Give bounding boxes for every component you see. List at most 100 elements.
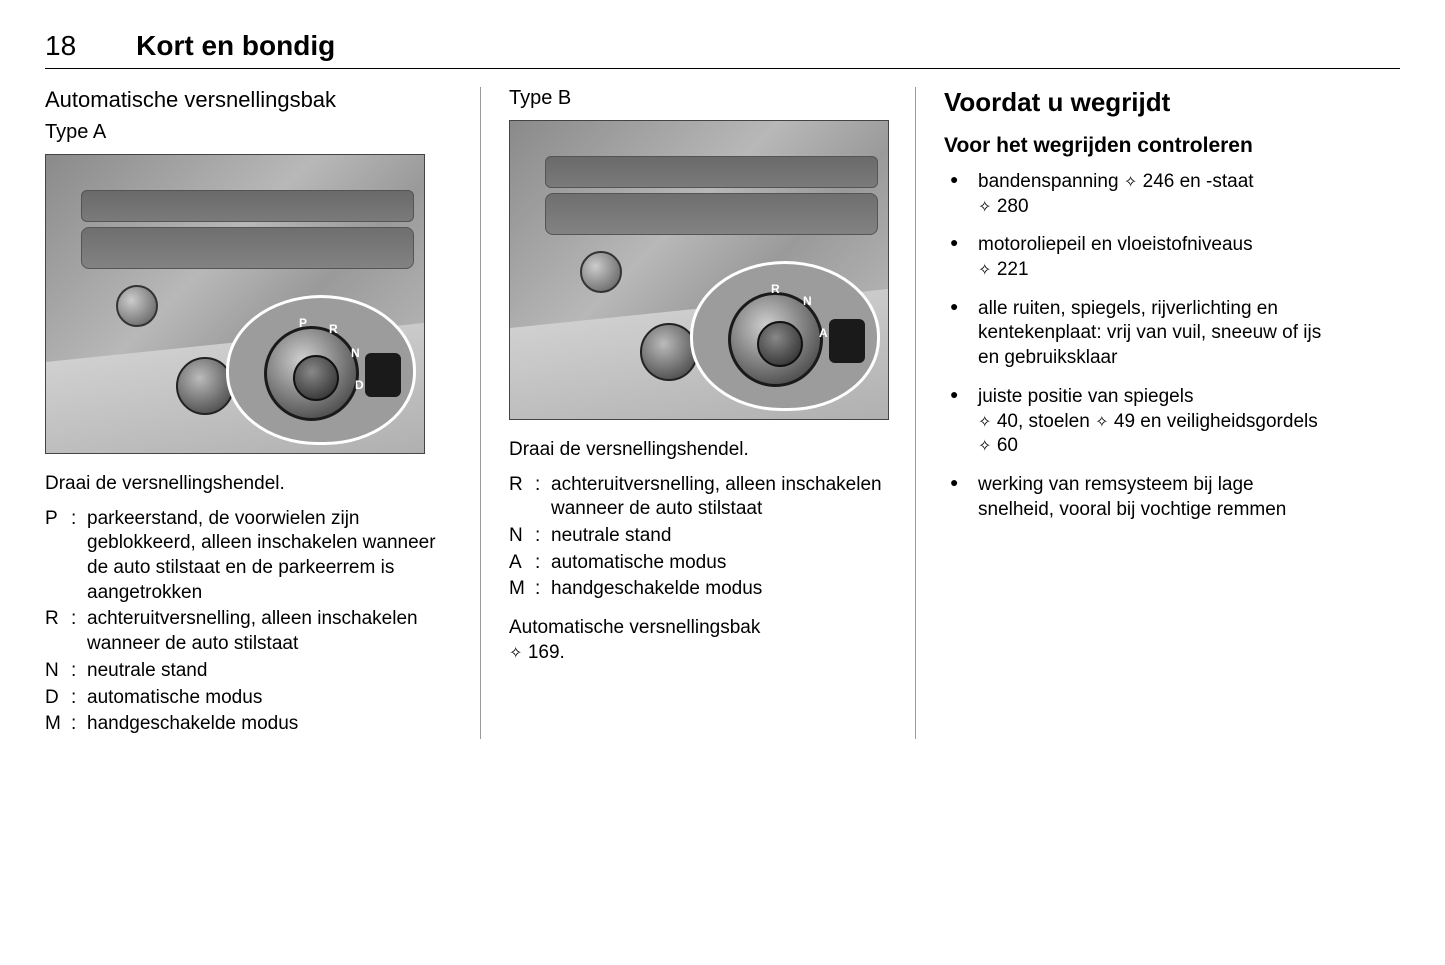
inset-closeup: P R N D	[226, 295, 416, 445]
ref-arrow-icon: ✧	[978, 197, 992, 218]
def-colon: :	[71, 607, 87, 656]
col2-definitions: R : achteruitversnelling, alleen inschak…	[509, 473, 887, 602]
bullet-text: alle ruiten, spiegels, rijverlichting en…	[978, 298, 1321, 368]
def-value: automatische modus	[551, 551, 887, 576]
def-row: A : automatische modus	[509, 551, 887, 576]
def-row: N : neutrale stand	[45, 659, 452, 684]
list-item: juiste positie van spiegels ✧ 40, stoele…	[944, 385, 1322, 459]
page-ref: 49	[1114, 411, 1135, 432]
def-key: A	[509, 551, 535, 576]
knob-icon	[580, 251, 622, 293]
ref-arrow-icon: ✧	[509, 643, 523, 664]
def-value: handgeschakelde modus	[87, 712, 452, 737]
column-3: Voordat u wegrijdt Voor het wegrijden co…	[915, 87, 1350, 739]
col1-instruction: Draai de versnellingshendel.	[45, 472, 452, 497]
def-value: handgeschakelde modus	[551, 577, 887, 602]
def-value: achteruitversnelling, alleen inschakelen…	[87, 607, 452, 656]
page-ref: 280	[997, 196, 1029, 217]
def-colon: :	[535, 577, 551, 602]
def-row: M : handgeschakelde modus	[45, 712, 452, 737]
bullet-text: werking van remsysteem bij lage snelheid…	[978, 474, 1286, 520]
dashboard-strip-icon	[81, 190, 414, 222]
ref-arrow-icon: ✧	[1095, 412, 1109, 433]
def-colon: :	[535, 473, 551, 522]
col2-type-label: Type B	[509, 87, 887, 110]
def-key: M	[45, 712, 71, 737]
dial-letter: A	[819, 326, 828, 340]
dial-letter: R	[329, 322, 338, 336]
col3-heading: Voordat u wegrijdt	[944, 87, 1322, 118]
dial-letter: N	[351, 346, 360, 360]
page-ref: 60	[997, 435, 1018, 456]
def-colon: :	[535, 551, 551, 576]
checklist: bandenspanning ✧ 246 en -staat ✧ 280 mot…	[944, 170, 1322, 522]
ref-arrow-icon: ✧	[978, 260, 992, 281]
dial-letter: P	[299, 316, 307, 330]
def-key: N	[509, 524, 535, 549]
ref-arrow-icon: ✧	[1124, 172, 1138, 193]
page-ref: 246	[1143, 171, 1175, 192]
def-row: P : parkeerstand, de voorwielen zijn geb…	[45, 507, 452, 606]
dashboard-strip-icon	[545, 156, 878, 188]
list-item: alle ruiten, spiegels, rijverlichting en…	[944, 297, 1322, 371]
dial-letter: D	[355, 378, 364, 392]
col2-footer-ref: 169.	[528, 642, 565, 663]
dashboard-strip2-icon	[81, 227, 414, 269]
figure-type-a: P R N D	[45, 154, 425, 454]
page-ref: 40	[997, 411, 1018, 432]
page-number: 18	[45, 30, 76, 62]
def-key: R	[509, 473, 535, 522]
def-colon: :	[71, 659, 87, 684]
col2-instruction: Draai de versnellingshendel.	[509, 438, 887, 463]
column-2: Type B R N A Draai de versnellingshendel…	[480, 87, 915, 739]
bullet-text: en veilig­heidsgordels	[1135, 411, 1318, 432]
bullet-text: , stoelen	[1018, 411, 1095, 432]
def-row: R : achteruitversnelling, alleen inschak…	[509, 473, 887, 522]
def-value: automatische modus	[87, 686, 452, 711]
bullet-text: en -staat	[1174, 171, 1253, 192]
dial-letter: R	[771, 282, 780, 296]
def-colon: :	[71, 507, 87, 606]
page-ref: 221	[997, 259, 1029, 280]
dashboard-strip2-icon	[545, 193, 878, 235]
def-colon: :	[71, 712, 87, 737]
def-value: neutrale stand	[87, 659, 452, 684]
page-header: 18 Kort en bondig	[45, 30, 1400, 69]
col2-footer: Automatische versnellingsbak ✧ 169.	[509, 616, 887, 665]
def-value: neutrale stand	[551, 524, 887, 549]
def-key: N	[45, 659, 71, 684]
def-key: R	[45, 607, 71, 656]
ref-arrow-icon: ✧	[978, 436, 992, 457]
col1-subheading: Automatische versnellingsbak	[45, 87, 452, 113]
col2-footer-text: Automatische versnellingsbak	[509, 617, 760, 638]
def-row: R : achteruitversnelling, alleen inschak…	[45, 607, 452, 656]
def-value: parkeerstand, de voorwielen zijn geblokk…	[87, 507, 452, 606]
figure-type-b: R N A	[509, 120, 889, 420]
col3-subheading: Voor het wegrijden controleren	[944, 134, 1322, 158]
def-key: P	[45, 507, 71, 606]
bullet-text: bandenspanning	[978, 171, 1124, 192]
dial-letter: N	[803, 294, 812, 308]
page-title: Kort en bondig	[136, 30, 335, 62]
bullet-text: motoroliepeil en vloeistofniveaus	[978, 234, 1253, 255]
def-value: achteruitversnelling, alleen inschakelen…	[551, 473, 887, 522]
col1-definitions: P : parkeerstand, de voorwielen zijn geb…	[45, 507, 452, 737]
bullet-text: juiste positie van spiegels	[978, 386, 1193, 407]
ref-arrow-icon: ✧	[978, 412, 992, 433]
list-item: werking van remsysteem bij lage snelheid…	[944, 473, 1322, 522]
def-colon: :	[71, 686, 87, 711]
def-colon: :	[535, 524, 551, 549]
list-item: motoroliepeil en vloeistofniveaus ✧ 221	[944, 233, 1322, 282]
col1-type-label: Type A	[45, 121, 452, 144]
content-columns: Automatische versnellingsbak Type A P R …	[45, 87, 1400, 739]
inset-closeup: R N A	[690, 261, 880, 411]
def-row: M : handgeschakelde modus	[509, 577, 887, 602]
def-key: M	[509, 577, 535, 602]
list-item: bandenspanning ✧ 246 en -staat ✧ 280	[944, 170, 1322, 219]
mode-button-icon	[365, 353, 401, 397]
def-row: D : automatische modus	[45, 686, 452, 711]
gear-dial-icon	[264, 326, 359, 421]
mode-button-icon	[829, 319, 865, 363]
column-1: Automatische versnellingsbak Type A P R …	[45, 87, 480, 739]
knob-icon	[116, 285, 158, 327]
